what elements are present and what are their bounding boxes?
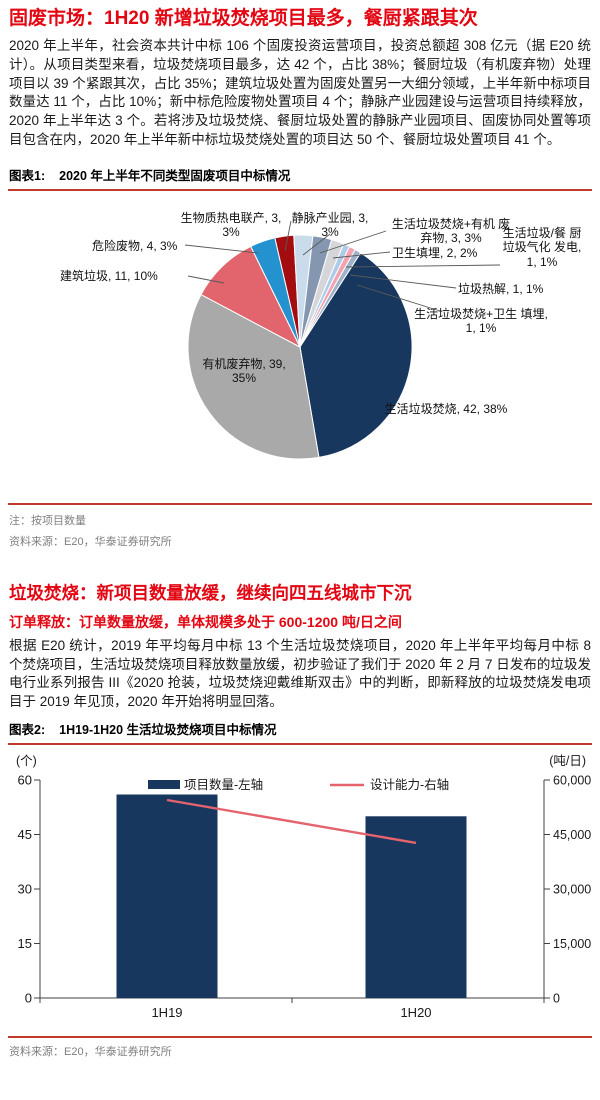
right-axis-unit-label: (吨/日) (549, 754, 586, 768)
figure1-header: 图表1: 2020 年上半年不同类型固废项目中标情况 (9, 168, 591, 185)
section2-subheading: 订单释放：订单数量放缓，单体规模多处于 600-1200 吨/日之间 (9, 613, 402, 630)
paragraph-1: 2020 年上半年，社会资本共计中标 106 个固废投资运营项目，投资总额超 3… (9, 38, 591, 147)
figure1-title: 2020 年上半年不同类型固废项目中标情况 (59, 168, 291, 183)
pie-chart: 生物质热电联产, 3, 3% 静脉产业园, 3, 3% 生活垃圾焚烧+有机 废弃… (0, 193, 600, 499)
pie-slices-group (187, 234, 413, 460)
figure2-bottom-rule (8, 1035, 592, 1038)
pie-label-pyrolysis: 垃圾热解, 1, 1% (458, 281, 544, 296)
right-axis-tick-label: 60,000 (553, 773, 591, 787)
pie-label-construction-waste: 建筑垃圾, 11, 10% (60, 268, 158, 283)
figure2-top-rule (8, 742, 592, 745)
left-axis-tick-label: 60 (18, 772, 32, 787)
x-axis-category-label: 1H20 (400, 1005, 431, 1020)
pie-label-incineration-plus-landfill: 生活垃圾焚烧+卫生 填埋, 1, 1% (414, 306, 548, 336)
left-axis-tick-label: 15 (18, 936, 32, 951)
figure1-note: 注：按项目数量 (9, 514, 86, 527)
bar-1H19 (116, 794, 218, 998)
bar-line-chart: (个) (吨/日) 项目数量-左轴 设计能力-右轴 0 15 30 45 60 0 15,0… (0, 747, 600, 1032)
bar-chart-svg: (个) (吨/日) 项目数量-左轴 设计能力-右轴 0 15 30 45 60 0 15,0… (16, 754, 592, 1020)
pie-label-msw-incineration: 生活垃圾焚烧, 42, 38% (384, 401, 508, 416)
figure1-source: 资料来源：E20，华泰证券研究所 (9, 535, 172, 548)
page-title: 固废市场：1H20 新增垃圾焚烧项目最多，餐厨紧跟其次 (9, 8, 478, 29)
right-axis-tick-label: 30,000 (553, 882, 591, 896)
pie-label-eco-industrial-park: 静脉产业园, 3, 3% (291, 210, 369, 240)
bar-1H20 (365, 816, 467, 998)
pie-label-hazardous-waste: 危险废物, 4, 3% (92, 238, 178, 253)
left-axis-tick-label: 45 (18, 827, 32, 842)
pie-label-gasification-power: 生活垃圾/餐 厨垃圾气化 发电, 1, 1% (502, 225, 582, 269)
figure1-bottom-rule (8, 502, 592, 505)
figure2-title: 1H19-1H20 生活垃圾焚烧项目中标情况 (59, 722, 277, 737)
figure2-header: 图表2: 1H19-1H20 生活垃圾焚烧项目中标情况 (9, 722, 591, 739)
legend-bar-swatch (148, 779, 180, 789)
pie-label-sanitary-landfill: 卫生填埋, 2, 2% (392, 245, 478, 260)
pie-slice-10 (250, 237, 301, 348)
pie-label-biomass-chp: 生物质热电联产, 3, 3% (180, 210, 282, 240)
x-axis-category-label: 1H19 (151, 1005, 182, 1020)
pie-label-organic-waste: 有机废弃物, 39, 35% (202, 356, 286, 386)
figure1-label: 图表1: (9, 168, 46, 183)
pie-slice-7 (299, 251, 413, 458)
pie-label-incineration-plus-organic: 生活垃圾焚烧+有机 废弃物, 3, 3% (391, 216, 511, 246)
paragraph-2: 根据 E20 统计，2019 年平均每月中标 13 个生活垃圾焚烧项目，2020… (9, 637, 591, 710)
right-axis-tick-label: 0 (553, 991, 560, 1005)
pie-slice-8 (187, 293, 320, 460)
left-axis-unit-label: (个) (16, 754, 37, 768)
right-axis-tick-label: 15,000 (553, 937, 591, 951)
bar-chart-plot-area: 0 15 30 45 60 0 15,000 30,000 45,000 60,000 1H19 1H… (18, 772, 592, 1020)
left-axis-tick-label: 0 (25, 990, 32, 1005)
figure2-source: 资料来源：E20，华泰证券研究所 (9, 1045, 172, 1058)
legend-bar-label: 项目数量-左轴 (184, 777, 263, 792)
legend-line-label: 设计能力-右轴 (370, 777, 449, 792)
figure1-top-rule (8, 188, 592, 191)
pie-chart-svg (184, 220, 501, 460)
design-capacity-line (166, 798, 417, 845)
section2-heading: 垃圾焚烧：新项目数量放缓，继续向四五线城市下沉 (9, 582, 412, 603)
right-axis-tick-label: 45,000 (553, 828, 591, 842)
left-axis-tick-label: 30 (18, 881, 32, 896)
figure2-label: 图表2: (9, 722, 46, 737)
pie-leader-lines (184, 220, 501, 312)
